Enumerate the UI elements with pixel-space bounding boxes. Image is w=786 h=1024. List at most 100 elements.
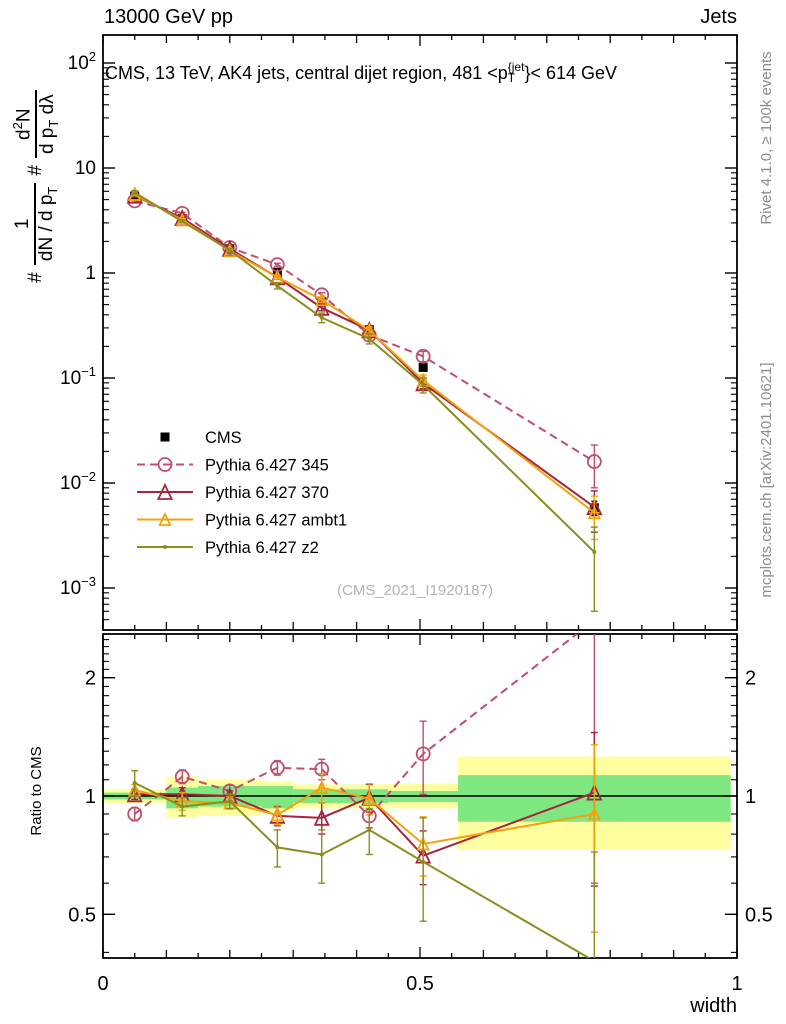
data-marker-triangle [223, 243, 237, 258]
data-marker-dot [592, 959, 596, 963]
data-marker-square [418, 362, 428, 372]
xtick-label: 1 [731, 973, 742, 995]
data-marker-triangle [156, 482, 174, 500]
pt-jet-sup: {jet [507, 60, 525, 74]
legend-item-ambt1: Pythia 6.427 ambt1 [137, 512, 347, 530]
data-marker-circle [415, 348, 431, 364]
beam-energy-label: 13000 GeV pp [104, 6, 233, 28]
data-marker-dot [275, 283, 280, 288]
ratio-ytick-label-left: 2 [85, 668, 96, 690]
data-marker-circle [586, 454, 602, 469]
data-marker-dot [421, 859, 426, 864]
data-marker-circle [588, 614, 601, 627]
main-y-axis-label: # 1 dN / d pT # d2N d pT dλ [2, 40, 70, 340]
legend-label: Pythia 6.427 ambt1 [205, 512, 347, 530]
data-marker-dot [180, 804, 185, 809]
legend: CMS Pythia 6.427 345 Pythia 6.427 370 Pythi… [137, 429, 347, 557]
data-marker-dot [163, 545, 167, 549]
cms-uncertainty-bands [103, 756, 731, 850]
main-ytick-label: 10−2 [60, 469, 96, 494]
plot-title: CMS, 13 TeV, AK4 jets, central dijet reg… [105, 60, 618, 86]
plot-title-suffix: }< 614 GeV [524, 63, 618, 84]
data-marker-triangle [270, 807, 284, 822]
legend-label: Pythia 6.427 370 [205, 484, 329, 502]
legend-item-z2: Pythia 6.427 z2 [137, 539, 319, 557]
x-axis-label: width [690, 995, 737, 1017]
ratio-ytick-label-left: 0.5 [68, 904, 96, 926]
data-marker-triangle [315, 292, 329, 307]
ratio-y-axis-label: Ratio to CMS [27, 746, 45, 836]
series-line [134, 634, 579, 818]
data-marker-triangle [587, 505, 601, 520]
fraction-one-over-dndpt: 1 dN / d pT [12, 182, 60, 266]
main-ytick-label: 10−3 [60, 574, 96, 599]
data-marker-dot [367, 827, 372, 832]
green-band [261, 786, 294, 809]
data-marker-circle [415, 746, 431, 762]
data-marker-dot [319, 315, 324, 320]
axis-ticks [102, 35, 738, 958]
legend-label: CMS [205, 429, 242, 447]
rivet-version-note: Rivet 4.1.0, ≥ 100k events [757, 51, 775, 225]
data-marker-dot [227, 799, 232, 804]
xtick-label: 0.5 [406, 973, 434, 995]
data-marker-dot [227, 248, 232, 253]
series-line [134, 193, 595, 514]
series-main-ambt1 [128, 186, 601, 541]
data-marker-dot [319, 852, 324, 857]
main-panel-frame [102, 34, 738, 631]
ratio-ytick-label-right: 0.5 [745, 904, 773, 926]
data-marker-triangle [158, 511, 172, 526]
xtick-label: 0 [97, 973, 108, 995]
legend-label: Pythia 6.427 z2 [205, 539, 319, 557]
series-main-p345 [127, 193, 602, 489]
main-ytick-label: 10 [75, 158, 96, 179]
main-ytick-label: 10−1 [60, 364, 96, 389]
analysis-label: Jets [700, 6, 737, 28]
data-marker-triangle [362, 790, 376, 805]
legend-item-cms: CMS [160, 429, 242, 447]
series-line [134, 199, 595, 463]
series-line [134, 191, 596, 553]
data-marker-triangle [315, 780, 329, 795]
data-marker-dot [132, 190, 137, 195]
data-marker-triangle [587, 806, 601, 821]
legend-label: Pythia 6.427 345 [205, 457, 329, 475]
data-marker-triangle [126, 785, 143, 803]
ratio-ytick-label-right: 2 [745, 668, 756, 690]
hash-symbol: # [25, 165, 46, 176]
plot-title-prefix: CMS, 13 TeV, AK4 jets, central dijet reg… [105, 63, 508, 84]
data-marker-circle [127, 806, 143, 822]
ratio-ytick-label-right: 1 [745, 786, 756, 808]
data-marker-circle [269, 760, 285, 776]
data-marker-dot [180, 219, 185, 224]
data-marker-dot [132, 780, 137, 785]
data-marker-dot [367, 336, 372, 341]
ratio-ytick-label-left: 1 [85, 786, 96, 808]
main-ytick-label: 102 [68, 49, 96, 74]
pt-jet-stack: {jet T [507, 60, 525, 86]
series-ratio-z2 [131, 769, 598, 963]
series-line [134, 786, 595, 846]
series-line [134, 781, 591, 958]
hash-symbol: # [25, 272, 46, 283]
data-marker-circle [157, 457, 173, 472]
data-marker-circle [174, 769, 190, 785]
pt-jet-sub: T [507, 71, 516, 86]
series-line [134, 194, 595, 508]
fraction-d2n-dptdlambda: d2N d pT dλ [10, 90, 61, 159]
series-main-p370 [126, 186, 603, 533]
data-marker-dot [421, 382, 426, 387]
data-marker-dot [592, 550, 597, 555]
legend-item-p345: Pythia 6.427 345 [137, 457, 329, 475]
axis-tick-labels: 102 10 1 10−1 10−2 10−3 2 2 1 1 0.5 0.5 0 0.5 1 [60, 49, 773, 995]
data-marker-triangle [313, 808, 330, 826]
legend-item-p370: Pythia 6.427 370 [137, 482, 329, 502]
analysis-id-watermark: (CMS_2021_I1920187) [337, 582, 493, 599]
series-main-z2 [131, 189, 598, 612]
main-ytick-label: 1 [85, 263, 96, 284]
mcplots-reference-note: mcplots.cern.ch [arXiv:2401.10621] [757, 362, 775, 598]
data-marker-square [160, 432, 170, 442]
